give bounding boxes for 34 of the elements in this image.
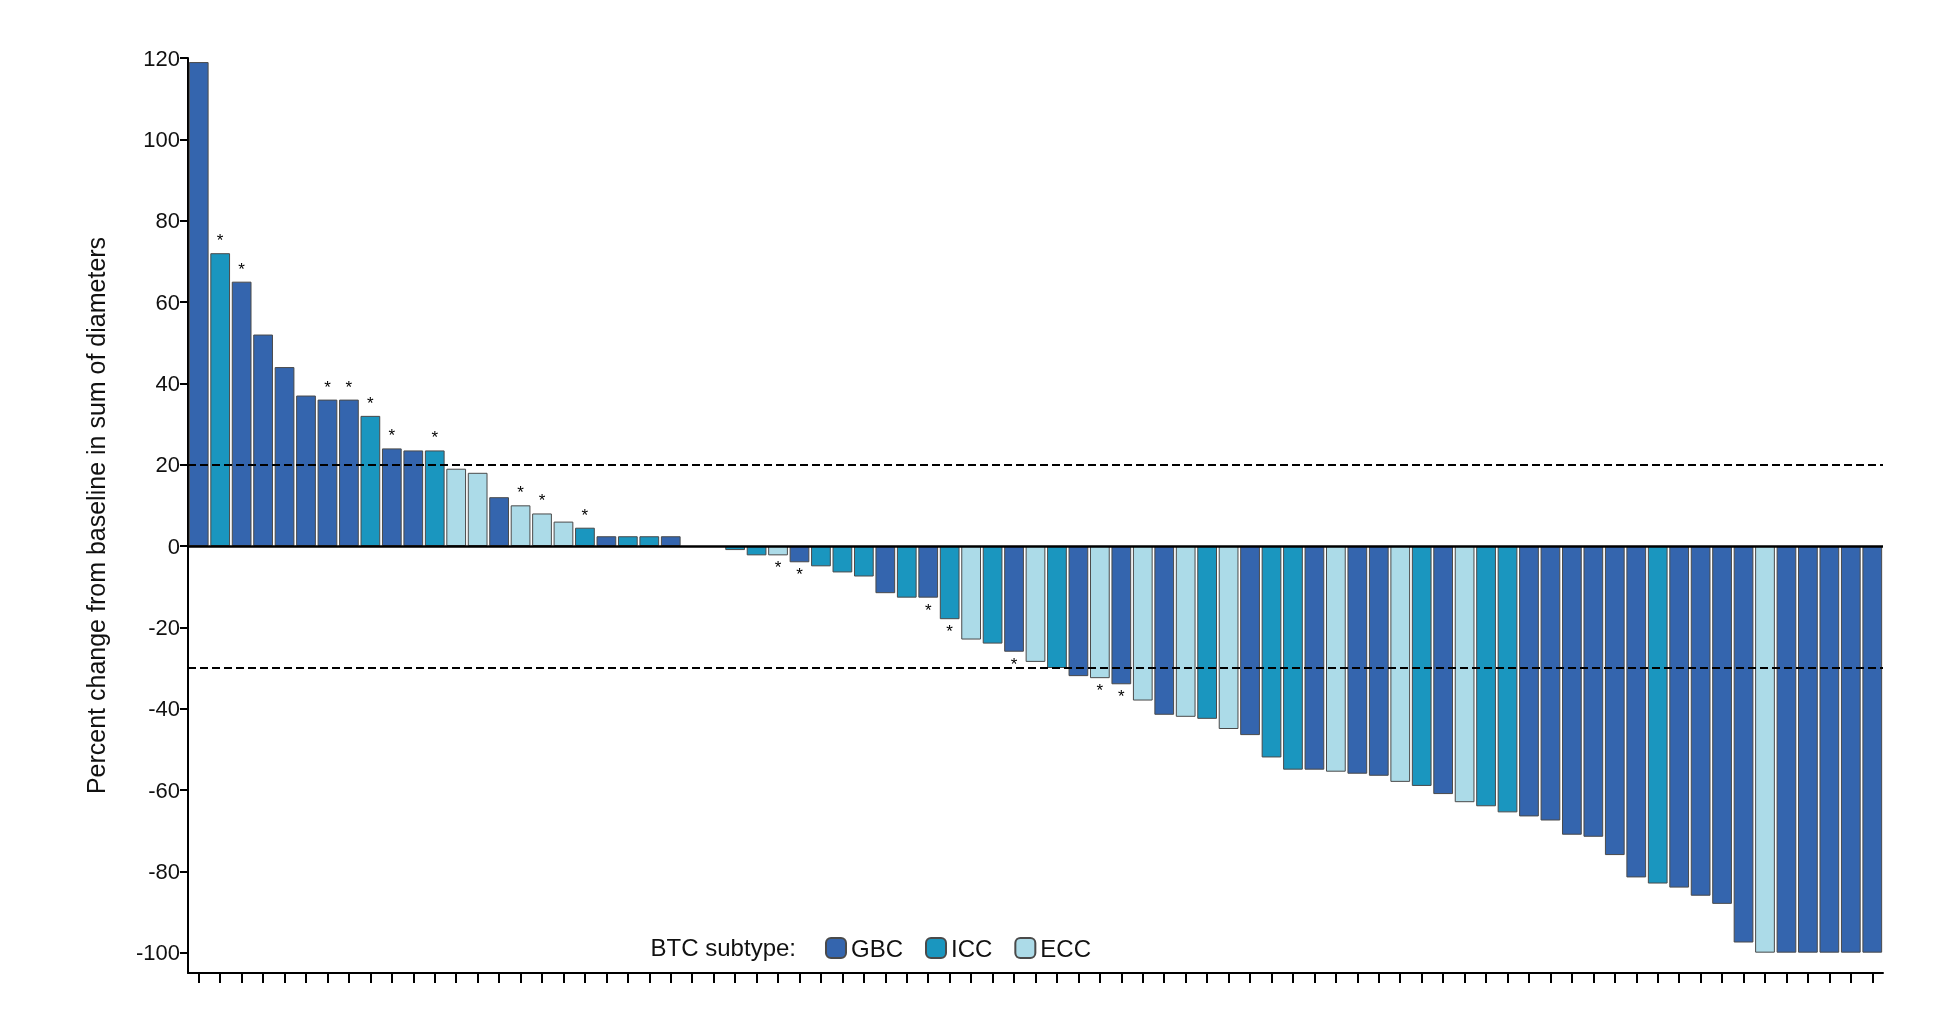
y-tick-label: -100 (135, 940, 180, 966)
y-tick-label: 0 (167, 533, 180, 559)
y-tick-label: -40 (148, 696, 180, 722)
y-tick-label: 40 (155, 370, 180, 396)
data-label: * (1118, 687, 1126, 707)
data-label: * (946, 622, 954, 642)
data-label: * (367, 393, 375, 413)
data-label: * (388, 426, 396, 446)
data-label: * (517, 483, 525, 503)
data-label: * (324, 377, 332, 397)
y-tick-label: -60 (148, 777, 180, 803)
data-label: * (1010, 654, 1018, 674)
legend-label: GBC (850, 934, 904, 962)
y-axis-title: Percent change from baseline in sum of diameters (81, 236, 110, 795)
data-label: * (924, 600, 932, 620)
data-label: * (216, 231, 224, 251)
data-label: * (581, 505, 589, 525)
y-tick-label: 60 (155, 289, 180, 315)
y-tick-label: 80 (155, 208, 180, 234)
legend-label: ICC (951, 934, 993, 962)
data-label: * (431, 428, 439, 448)
y-tick-label: -20 (148, 614, 180, 640)
data-label: * (774, 558, 782, 578)
data-label: * (1096, 681, 1104, 701)
y-tick-label: -80 (148, 858, 180, 884)
legend-title: BTC subtype: (650, 933, 797, 961)
data-label: * (238, 259, 246, 279)
data-label: * (796, 565, 804, 585)
y-tick-label: 20 (155, 452, 180, 478)
legend-label: ECC (1040, 934, 1092, 962)
y-tick-label: 120 (143, 45, 180, 71)
data-label: * (345, 377, 353, 397)
data-label: * (538, 491, 546, 511)
y-tick-label: 100 (143, 126, 180, 152)
